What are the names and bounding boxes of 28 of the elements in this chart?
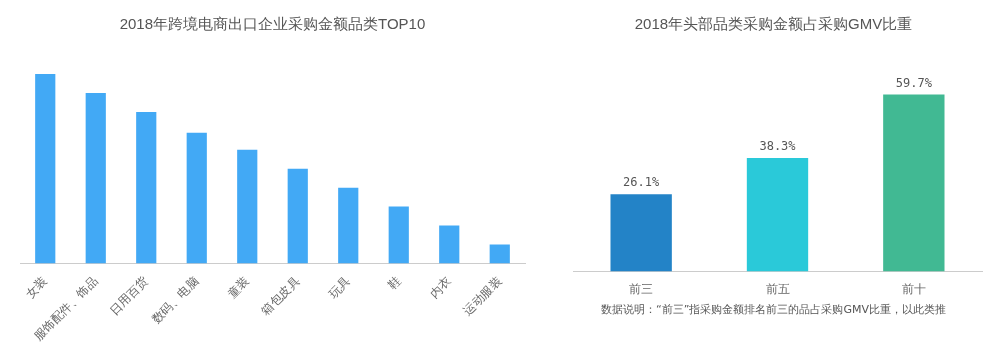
x-tick-label: 前十 <box>901 282 926 297</box>
x-tick-label: 前五 <box>765 282 790 297</box>
chart-title: 2018年跨境电商出口企业采购金额品类TOP10 <box>119 15 426 33</box>
x-tick-label: 童装 <box>224 274 252 301</box>
bar <box>287 168 308 264</box>
x-tick-label: 箱包皮具 <box>258 274 303 318</box>
bar <box>338 187 359 264</box>
x-tick-label: 女装 <box>22 274 50 301</box>
data-label: 59.7% <box>895 75 933 90</box>
data-label: 26.1% <box>623 175 660 190</box>
data-label: 38.3% <box>759 139 797 154</box>
x-tick-label: 鞋 <box>384 274 404 293</box>
chart-title: 2018年头部品类采购金额占采购GMV比重 <box>634 15 913 33</box>
bar <box>388 206 409 264</box>
bar <box>136 111 157 264</box>
x-tick-label: 日用百货 <box>106 274 151 318</box>
text: 数据说明：“前三”指采购金额排名前三的品占采购GMV比重，以此类推 <box>600 302 947 317</box>
bar <box>439 225 460 264</box>
x-tick-label: 内衣 <box>426 274 454 301</box>
bar <box>85 92 106 264</box>
x-tick-label: 运动服装 <box>460 274 505 318</box>
bar <box>35 74 56 264</box>
bar <box>489 244 510 264</box>
x-tick-label: 前三 <box>629 282 654 297</box>
bar <box>186 132 207 264</box>
x-tick-label: 数码、电脑 <box>148 274 202 327</box>
bar <box>237 149 258 264</box>
x-tick-label: 玩具 <box>325 274 353 301</box>
